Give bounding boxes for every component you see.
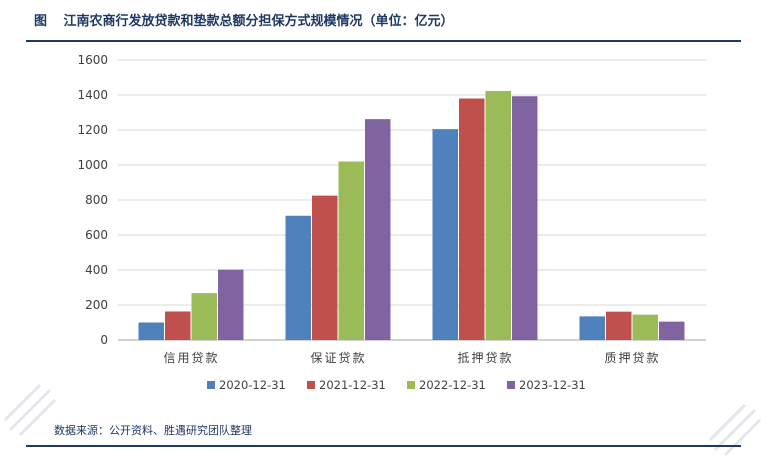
bar [138, 322, 164, 340]
chart-title: 图 江南农商行发放贷款和垫款总额分担保方式规模情况（单位：亿元） [34, 10, 454, 29]
y-tick-label: 1000 [77, 158, 108, 172]
watermark-logo-icon [3, 383, 57, 437]
y-tick-label: 200 [85, 298, 108, 312]
top-divider [26, 40, 741, 42]
bottom-divider [26, 445, 741, 447]
y-tick-label: 1200 [77, 123, 108, 137]
watermark-logo-icon [708, 403, 761, 456]
y-tick-label: 0 [100, 333, 108, 347]
y-tick-label: 1600 [77, 53, 108, 67]
legend-swatch [307, 381, 315, 389]
legend-swatch [207, 381, 215, 389]
bar [365, 119, 391, 341]
y-tick-label: 400 [85, 263, 108, 277]
y-tick-label: 800 [85, 193, 108, 207]
x-category-label: 质押贷款 [604, 351, 660, 365]
bar [218, 269, 244, 340]
bar [191, 293, 217, 340]
legend-label: 2020-12-31 [219, 378, 286, 392]
bar [165, 311, 191, 340]
bar [432, 129, 458, 340]
figure-title: 江南农商行发放贷款和垫款总额分担保方式规模情况（单位：亿元） [63, 14, 454, 29]
bar [312, 195, 338, 340]
legend-swatch [407, 381, 415, 389]
bar [512, 96, 538, 340]
bar-chart: 0 200 400 600 800 1000 1200 1400 1600 信用贷款 保证贷款 抵押贷… [77, 53, 706, 392]
bar [632, 314, 658, 340]
legend-label: 2021-12-31 [319, 378, 386, 392]
data-source: 数据来源：公开资料、胜遇研究团队整理 [54, 424, 252, 437]
x-category-label: 信用贷款 [163, 351, 219, 365]
bar [606, 311, 632, 340]
bar [459, 98, 485, 340]
legend-label: 2023-12-31 [519, 378, 586, 392]
x-category-label: 保证贷款 [310, 351, 366, 365]
y-tick-label: 1400 [77, 88, 108, 102]
bar [659, 321, 685, 340]
y-tick-label: 600 [85, 228, 108, 242]
bar [285, 215, 311, 340]
legend-label: 2022-12-31 [419, 378, 486, 392]
x-category-label: 抵押贷款 [457, 351, 513, 365]
bar [579, 316, 605, 340]
bar [338, 161, 364, 340]
legend-swatch [507, 381, 515, 389]
figure-label: 图 [34, 14, 48, 29]
bar [485, 90, 511, 340]
